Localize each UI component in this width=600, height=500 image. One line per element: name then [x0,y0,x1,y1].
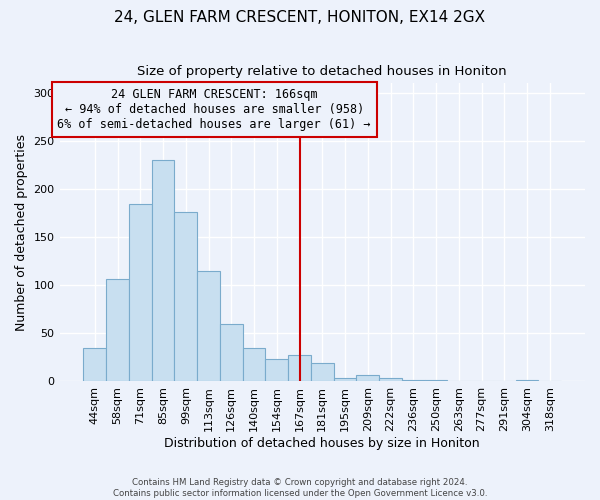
Bar [379,378,402,382]
Bar [242,348,265,382]
Bar [152,160,175,382]
Bar [83,348,106,382]
Text: 24 GLEN FARM CRESCENT: 166sqm
← 94% of detached houses are smaller (958)
6% of s: 24 GLEN FARM CRESCENT: 166sqm ← 94% of d… [58,88,371,131]
Bar [106,278,129,382]
X-axis label: Distribution of detached houses by size in Honiton: Distribution of detached houses by size … [164,437,480,450]
Bar [356,374,379,382]
Text: Contains HM Land Registry data © Crown copyright and database right 2024.
Contai: Contains HM Land Registry data © Crown c… [113,478,487,498]
Bar [197,271,220,382]
Bar [402,380,425,382]
Bar [425,380,448,382]
Bar [265,360,288,382]
Title: Size of property relative to detached houses in Honiton: Size of property relative to detached ho… [137,65,507,78]
Bar [220,324,242,382]
Bar [175,212,197,382]
Text: 24, GLEN FARM CRESCENT, HONITON, EX14 2GX: 24, GLEN FARM CRESCENT, HONITON, EX14 2G… [115,10,485,25]
Bar [515,380,538,382]
Bar [311,363,334,382]
Y-axis label: Number of detached properties: Number of detached properties [15,134,28,331]
Bar [129,204,152,382]
Bar [288,354,311,382]
Bar [334,378,356,382]
